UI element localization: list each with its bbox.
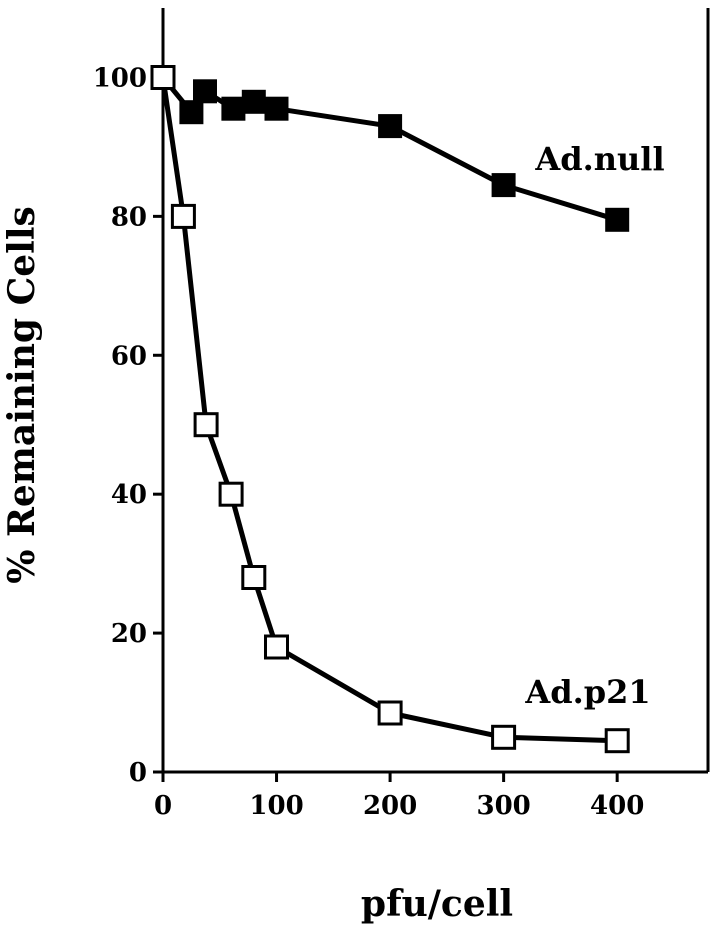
point-ad-null-4 (241, 89, 266, 114)
point-ad-null-8 (605, 207, 630, 232)
point-ad-p21-8 (604, 728, 630, 754)
point-ad-null-7 (491, 173, 516, 198)
x-tick-label-400: 400 (590, 791, 644, 821)
x-axis-title: pfu/cell (361, 883, 513, 925)
y-ticks: 0 20 40 60 80 100 (93, 63, 163, 788)
y-tick-label-80: 80 (111, 202, 147, 232)
y-axis-title: % Remaining Cells (1, 206, 43, 584)
series-ad-p21: Ad.p21 (150, 65, 651, 754)
x-tick-label-300: 300 (476, 791, 530, 821)
x-tick-label-0: 0 (154, 791, 172, 821)
point-ad-null-5 (264, 96, 289, 121)
point-ad-p21-1 (170, 203, 196, 229)
axes (161, 8, 710, 774)
point-ad-p21-4 (241, 565, 267, 590)
x-tick-label-100: 100 (249, 791, 303, 821)
x-tick-label-200: 200 (363, 791, 417, 821)
point-ad-p21-0 (150, 65, 176, 90)
point-ad-null-3 (221, 96, 246, 121)
point-ad-p21-6 (377, 700, 403, 726)
y-tick-label-60: 60 (111, 341, 147, 371)
x-ticks: 0 100 200 300 400 (154, 772, 644, 821)
point-ad-null-6 (378, 114, 403, 139)
point-ad-p21-2 (193, 412, 219, 438)
point-ad-p21-3 (218, 481, 244, 507)
point-ad-null-1 (179, 100, 204, 125)
series-ad-null: Ad.null (151, 65, 665, 232)
series-layer: Ad.null Ad.p21 (150, 65, 665, 754)
y-tick-label-0: 0 (129, 758, 147, 788)
point-ad-null-2 (193, 79, 217, 104)
series-label-ad-p21: Ad.p21 (524, 673, 650, 711)
point-ad-p21-5 (264, 634, 289, 660)
y-tick-label-100: 100 (93, 63, 147, 93)
y-tick-label-40: 40 (111, 480, 147, 510)
point-ad-p21-7 (491, 724, 517, 750)
y-tick-label-20: 20 (111, 619, 147, 649)
series-label-ad-null: Ad.null (534, 140, 664, 178)
